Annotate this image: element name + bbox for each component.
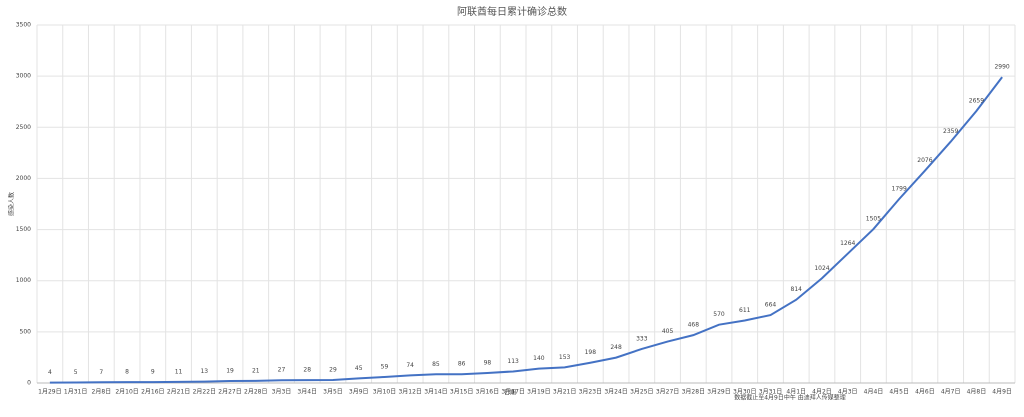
y-tick-label: 1500: [16, 226, 31, 233]
data-label: 248: [610, 344, 622, 351]
data-label: 468: [688, 322, 700, 329]
x-tick-label: 3月31日: [759, 389, 782, 396]
x-tick-label: 4月3日: [838, 389, 858, 396]
x-tick-label: 3月12日: [398, 389, 421, 396]
data-label: 814: [791, 286, 803, 293]
y-tick-label: 3500: [16, 22, 31, 29]
data-label: 8: [125, 369, 129, 376]
data-label: 1024: [814, 265, 829, 272]
x-tick-label: 1月31日: [64, 389, 87, 396]
x-tick-label: 3月21日: [553, 389, 576, 396]
data-label: 1799: [892, 185, 907, 192]
data-label: 2076: [917, 157, 932, 164]
data-label: 1264: [840, 240, 855, 247]
x-tick-label: 4月2日: [812, 389, 832, 396]
data-label: 405: [662, 328, 674, 335]
y-tick-label: 500: [20, 328, 32, 335]
y-tick-label: 0: [27, 380, 31, 387]
data-label: 570: [713, 311, 725, 318]
x-tick-label: 4月8日: [967, 389, 987, 396]
x-tick-label: 3月30日: [733, 389, 756, 396]
y-tick-label: 1000: [16, 277, 31, 284]
data-label: 333: [636, 335, 648, 342]
x-tick-label: 3月10日: [373, 389, 396, 396]
x-tick-label: 3月28日: [682, 389, 705, 396]
data-label: 198: [585, 349, 597, 356]
x-tick-label: 4月1日: [786, 389, 806, 396]
data-label: 98: [484, 359, 492, 366]
data-label: 28: [303, 367, 311, 374]
data-label: 4: [48, 369, 52, 376]
x-tick-label: 3月15日: [450, 389, 473, 396]
y-tick-label: 2000: [16, 175, 31, 182]
x-tick-label: 2月28日: [244, 389, 267, 396]
data-label: 85: [432, 361, 440, 368]
x-tick-label: 2月8日: [92, 389, 112, 396]
data-label: 27: [278, 367, 286, 374]
x-tick-label: 4月4日: [864, 389, 884, 396]
data-label: 59: [381, 363, 389, 370]
x-tick-label: 2月22日: [193, 389, 216, 396]
data-label: 140: [533, 355, 545, 362]
x-tick-label: 3月3日: [272, 389, 292, 396]
x-tick-label: 3月5日: [323, 389, 343, 396]
data-label: 11: [175, 368, 183, 375]
data-label: 153: [559, 354, 571, 361]
data-label: 113: [507, 358, 519, 365]
data-label: 86: [458, 361, 466, 368]
x-tick-label: 4月9日: [992, 389, 1012, 396]
x-tick-label: 3月4日: [297, 389, 317, 396]
line: [49, 76, 1003, 384]
data-label: 2990: [994, 64, 1009, 71]
data-label: 2659: [969, 98, 984, 105]
x-tick-label: 3月29日: [707, 389, 730, 396]
data-label: 5: [74, 369, 78, 376]
annotation: 数据截止至4月9日中午 由迪拜人传媒整理: [734, 394, 846, 402]
x-axis-label: 日期: [504, 389, 516, 397]
x-tick-label: 1月29日: [38, 389, 61, 396]
x-tick-label: 2月21日: [167, 389, 190, 396]
x-tick-label: 3月25日: [630, 389, 653, 396]
data-label: 2359: [943, 128, 958, 135]
x-tick-label: 3月9日: [349, 389, 369, 396]
x-tick-label: 3月23日: [579, 389, 602, 396]
data-label: 664: [765, 302, 777, 309]
data-label: 7: [99, 369, 103, 376]
y-tick-label: 2500: [16, 124, 31, 131]
data-label: 45: [355, 365, 363, 372]
x-tick-label: 3月16日: [476, 389, 499, 396]
chart-title: 阿联酋每日累计确诊总数: [457, 5, 567, 18]
x-tick-label: 3月19日: [527, 389, 550, 396]
data-label: 19: [226, 368, 234, 375]
x-tick-label: 3月27日: [656, 389, 679, 396]
data-label: 9: [151, 369, 155, 376]
x-tick-label: 4月7日: [941, 389, 961, 396]
y-axis-label: 感染人数: [8, 192, 16, 216]
data-label: 29: [329, 367, 337, 374]
x-tick-label: 4月5日: [889, 389, 909, 396]
data-label: 74: [406, 362, 414, 369]
y-tick-label: 3000: [16, 73, 31, 80]
x-tick-label: 2月16日: [141, 389, 164, 396]
x-tick-label: 2月10日: [115, 389, 138, 396]
x-tick-label: 3月14日: [424, 389, 447, 396]
data-label: 611: [739, 307, 751, 314]
x-tick-label: 3月24日: [604, 389, 627, 396]
x-tick-label: 3月17日: [501, 389, 524, 396]
data-label: 13: [200, 368, 208, 375]
x-tick-label: 4月6日: [915, 389, 935, 396]
data-label: 1505: [866, 216, 881, 223]
x-tick-label: 2月27日: [218, 389, 241, 396]
data-label: 21: [252, 367, 260, 374]
